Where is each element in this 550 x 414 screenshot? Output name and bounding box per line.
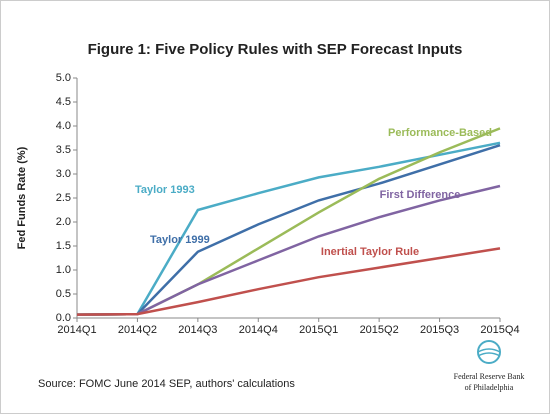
logo-waves bbox=[477, 348, 501, 357]
y-tick-label: 1.0 bbox=[56, 264, 71, 276]
series-label: Taylor 1993 bbox=[135, 184, 195, 196]
y-tick-label: 4.0 bbox=[56, 120, 71, 132]
series-line bbox=[76, 184, 501, 316]
logo-text: of Philadelphia bbox=[465, 383, 514, 392]
y-axis-label: Fed Funds Rate (%) bbox=[16, 146, 28, 249]
y-tick-label: 0.0 bbox=[56, 312, 71, 324]
y-tick-label: 0.5 bbox=[56, 288, 71, 300]
series-label: First Difference bbox=[380, 189, 461, 201]
y-tick-label: 2.0 bbox=[56, 216, 71, 228]
series-label: Taylor 1999 bbox=[150, 234, 210, 246]
x-tick-label: 2015Q4 bbox=[480, 324, 519, 336]
y-tick-label: 4.5 bbox=[56, 96, 71, 108]
y-tick-label: 1.5 bbox=[56, 240, 71, 252]
source-note: Source: FOMC June 2014 SEP, authors' cal… bbox=[38, 378, 295, 390]
y-tick-label: 5.0 bbox=[56, 72, 71, 84]
series-label: Inertial Taylor Rule bbox=[321, 246, 419, 258]
chart-title: Figure 1: Five Policy Rules with SEP For… bbox=[88, 41, 463, 58]
logo-text: Federal Reserve Bank bbox=[454, 372, 525, 381]
x-tick-label: 2015Q2 bbox=[360, 324, 399, 336]
series-line bbox=[76, 144, 501, 316]
logo: Federal Reserve Bank of Philadelphia bbox=[454, 340, 525, 392]
series-label: Performance-Based bbox=[388, 127, 492, 139]
x-tick-label: 2015Q3 bbox=[420, 324, 459, 336]
y-tick-label: 3.0 bbox=[56, 168, 71, 180]
series-line bbox=[76, 247, 501, 316]
x-tick-label: 2014Q1 bbox=[57, 324, 96, 336]
x-tick-label: 2014Q4 bbox=[239, 324, 278, 336]
y-tick-label: 2.5 bbox=[56, 192, 71, 204]
y-tick-label: 3.5 bbox=[56, 144, 71, 156]
x-tick-label: 2015Q1 bbox=[299, 324, 338, 336]
x-tick-label: 2014Q3 bbox=[178, 324, 217, 336]
x-tick-label: 2014Q2 bbox=[118, 324, 157, 336]
